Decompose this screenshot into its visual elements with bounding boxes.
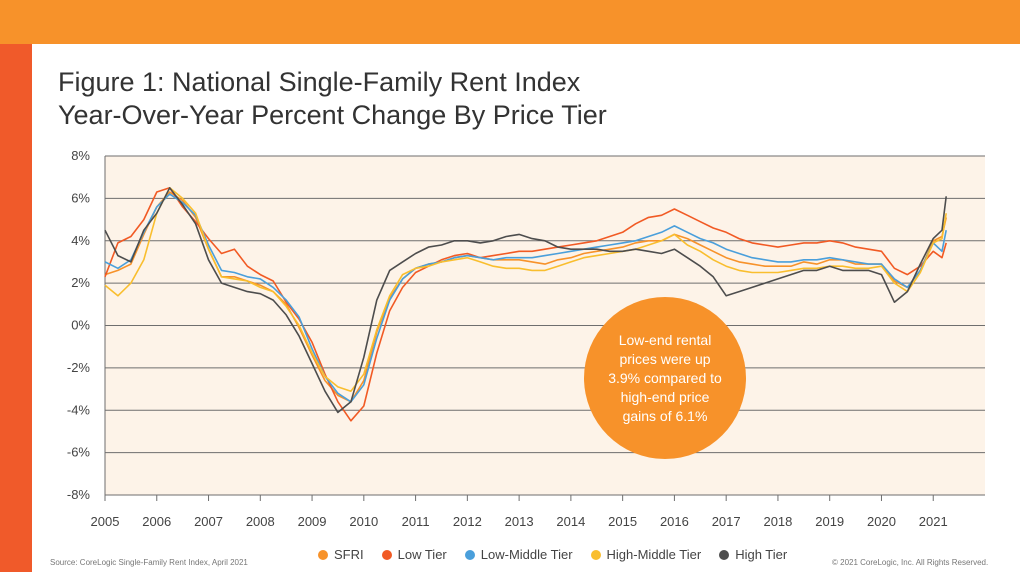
side-accent-bar	[0, 44, 32, 572]
x-tick-label: 2019	[815, 514, 844, 529]
chart-legend: SFRI Low Tier Low-Middle Tier High-Middle T…	[318, 547, 787, 562]
x-tick-label: 2012	[453, 514, 482, 529]
copyright-note: © 2021 CoreLogic, Inc. All Rights Reserv…	[832, 558, 989, 567]
y-tick-label: 6%	[71, 190, 90, 205]
y-tick-label: 2%	[71, 275, 90, 290]
legend-label: Low Tier	[397, 547, 447, 562]
x-tick-label: 2008	[246, 514, 275, 529]
series-line-high-middle-tier	[104, 187, 947, 393]
callout-bubble: Low-end rental prices were up 3.9% compa…	[584, 297, 746, 459]
y-tick-label: -8%	[67, 487, 91, 502]
legend-label: High-Middle Tier	[606, 547, 702, 562]
x-tick-label: 2007	[194, 514, 223, 529]
top-accent-bar	[0, 0, 1020, 44]
x-tick-label: 2016	[660, 514, 689, 529]
y-tick-label: 0%	[71, 318, 90, 333]
chart-title: Figure 1: National Single-Family Rent In…	[58, 66, 607, 132]
legend-item: Low-Middle Tier	[464, 547, 573, 562]
x-tick-label: 2006	[142, 514, 171, 529]
legend-label: High Tier	[735, 547, 788, 562]
legend-swatch	[464, 549, 475, 560]
y-tick-label: -2%	[67, 360, 91, 375]
y-tick-label: -4%	[67, 402, 91, 417]
x-tick-label: 2020	[867, 514, 896, 529]
legend-label: SFRI	[334, 547, 364, 562]
y-tick-label: 4%	[71, 233, 90, 248]
x-tick-label: 2018	[763, 514, 792, 529]
title-line-1: Figure 1: National Single-Family Rent In…	[58, 67, 581, 97]
x-tick-label: 2021	[919, 514, 948, 529]
x-tick-label: 2014	[556, 514, 585, 529]
legend-item: Low Tier	[381, 547, 447, 562]
legend-item: High-Middle Tier	[590, 547, 702, 562]
legend-item: SFRI	[318, 547, 364, 562]
x-tick-label: 2013	[505, 514, 534, 529]
x-tick-label: 2017	[712, 514, 741, 529]
y-tick-label: 8%	[71, 148, 90, 163]
legend-swatch	[719, 549, 730, 560]
legend-item: High Tier	[719, 547, 787, 562]
x-tick-label: 2009	[298, 514, 327, 529]
series-line-low-middle-tier	[104, 193, 947, 403]
legend-swatch	[381, 549, 392, 560]
title-line-2: Year-Over-Year Percent Change By Price T…	[58, 100, 607, 130]
legend-label: Low-Middle Tier	[480, 547, 573, 562]
x-tick-label: 2005	[91, 514, 120, 529]
source-note: Source: CoreLogic Single-Family Rent Ind…	[50, 558, 248, 567]
callout-text: Low-end rental prices were up 3.9% compa…	[608, 331, 722, 424]
y-tick-label: -6%	[67, 445, 91, 460]
series-line-high-tier	[104, 187, 947, 414]
x-tick-label: 2011	[402, 514, 430, 529]
legend-swatch	[318, 549, 328, 560]
legend-swatch	[590, 549, 601, 560]
x-tick-label: 2015	[608, 514, 637, 529]
x-tick-label: 2010	[349, 514, 378, 529]
series-line-low-tier	[104, 187, 947, 422]
